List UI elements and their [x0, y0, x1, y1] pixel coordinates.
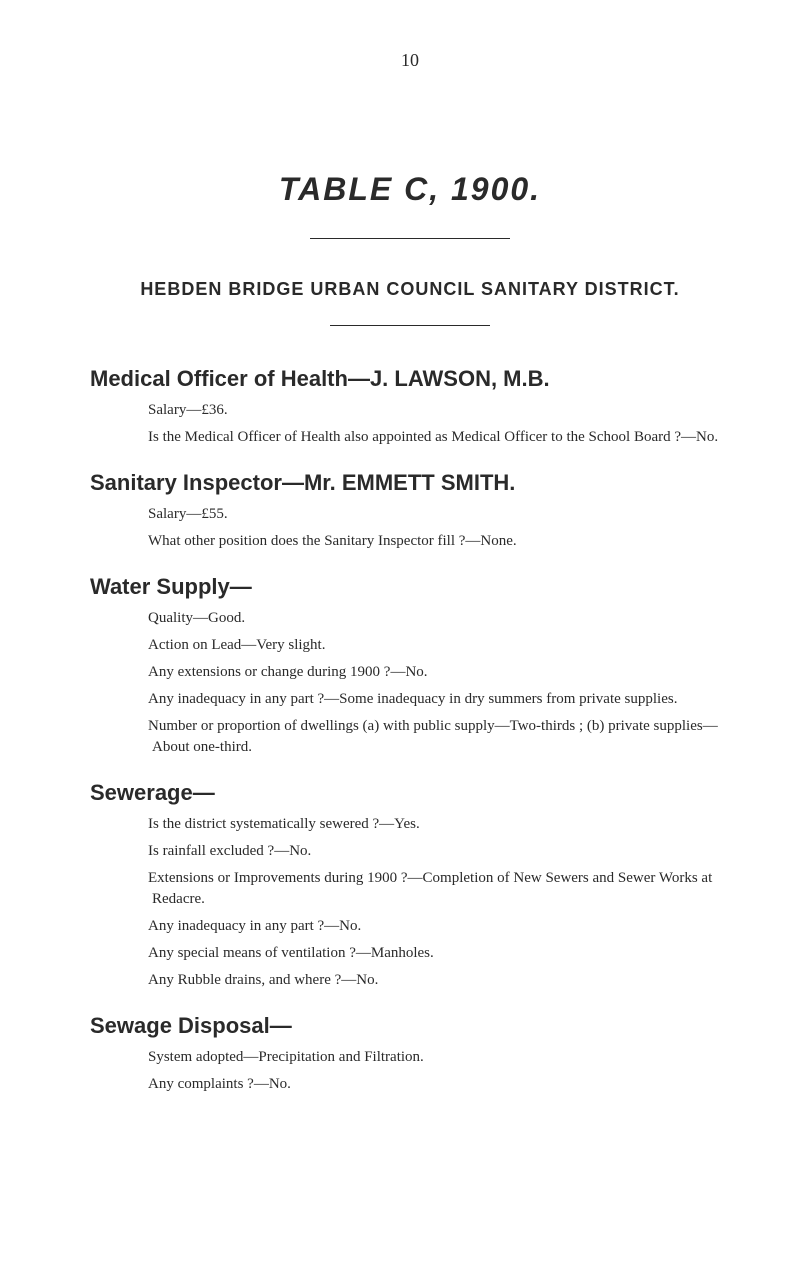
subtitle: HEBDEN BRIDGE URBAN COUNCIL SANITARY DIS…	[90, 279, 730, 300]
sewage-heading: Sewage Disposal—	[90, 1013, 730, 1039]
sewage-line-1: Any complaints ?—No.	[148, 1074, 730, 1095]
sewage-line-0: System adopted—Precipitation and Filtrat…	[148, 1047, 730, 1068]
water-line-2: Any extensions or change during 1900 ?—N…	[148, 662, 730, 683]
water-line-4: Number or proportion of dwellings (a) wi…	[148, 716, 730, 758]
water-line-0: Quality—Good.	[148, 608, 730, 629]
page-number: 10	[90, 50, 730, 71]
subtitle-divider	[330, 325, 490, 326]
medical-heading: Medical Officer of Health—J. LAWSON, M.B…	[90, 366, 730, 392]
sanitary-line-1: What other position does the Sanitary In…	[148, 531, 730, 552]
sewerage-line-0: Is the district systematically sewered ?…	[148, 814, 730, 835]
sewerage-heading: Sewerage—	[90, 780, 730, 806]
title-divider	[310, 238, 510, 239]
sanitary-heading: Sanitary Inspector—Mr. EMMETT SMITH.	[90, 470, 730, 496]
sewerage-line-5: Any Rubble drains, and where ?—No.	[148, 970, 730, 991]
water-line-3: Any inadequacy in any part ?—Some inadeq…	[148, 689, 730, 710]
sewerage-line-3: Any inadequacy in any part ?—No.	[148, 916, 730, 937]
sanitary-line-0: Salary—£55.	[148, 504, 730, 525]
sewerage-line-1: Is rainfall excluded ?—No.	[148, 841, 730, 862]
medical-line-1: Is the Medical Officer of Health also ap…	[148, 427, 730, 448]
sewerage-line-4: Any special means of ventilation ?—Manho…	[148, 943, 730, 964]
medical-line-0: Salary—£36.	[148, 400, 730, 421]
water-line-1: Action on Lead—Very slight.	[148, 635, 730, 656]
water-heading: Water Supply—	[90, 574, 730, 600]
sewerage-line-2: Extensions or Improvements during 1900 ?…	[148, 868, 730, 910]
main-title: TABLE C, 1900.	[90, 171, 730, 208]
